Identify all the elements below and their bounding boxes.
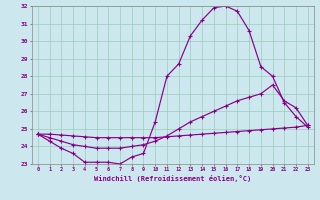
X-axis label: Windchill (Refroidissement éolien,°C): Windchill (Refroidissement éolien,°C) — [94, 175, 252, 182]
